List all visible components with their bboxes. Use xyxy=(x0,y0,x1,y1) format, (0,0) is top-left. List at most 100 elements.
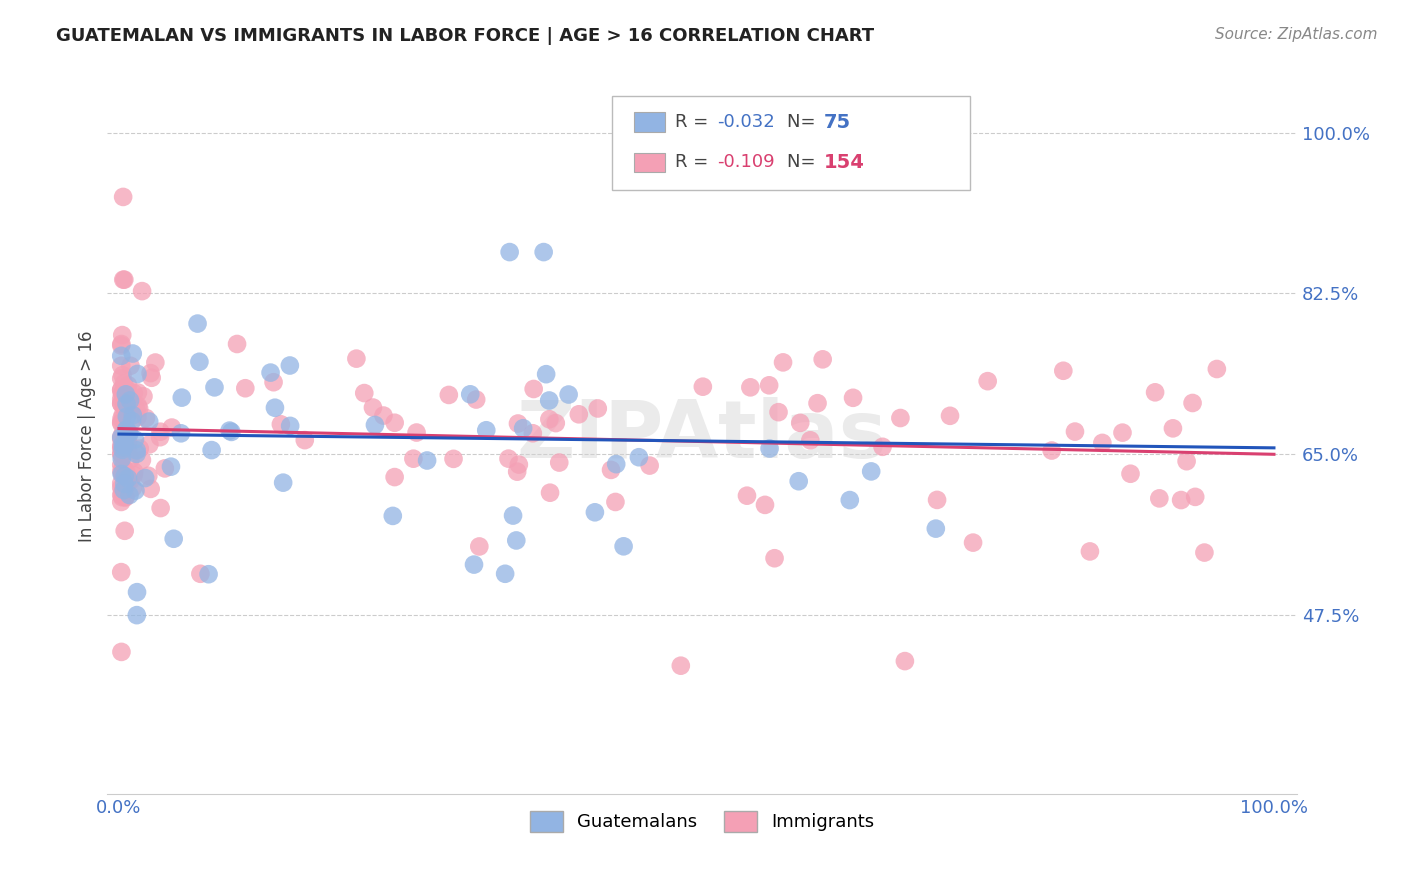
Point xyxy=(112,425,135,440)
Point xyxy=(170,391,193,405)
Point xyxy=(125,585,148,599)
Point xyxy=(226,337,249,351)
Point xyxy=(1052,364,1074,378)
Point xyxy=(1170,493,1192,508)
Point xyxy=(1205,362,1227,376)
Point xyxy=(586,401,609,416)
Point xyxy=(806,396,828,410)
Point xyxy=(838,493,860,508)
Point xyxy=(114,437,136,451)
Point xyxy=(141,371,163,385)
Point xyxy=(115,423,138,437)
Point xyxy=(110,432,132,446)
Point xyxy=(669,658,692,673)
Point xyxy=(568,407,591,421)
Point xyxy=(112,401,135,415)
Point xyxy=(538,485,561,500)
Point xyxy=(111,408,134,422)
Point xyxy=(124,483,146,498)
Point xyxy=(110,495,132,509)
Point xyxy=(111,442,134,457)
Point xyxy=(361,401,384,415)
Point xyxy=(122,465,145,479)
Text: ZIPAtlas: ZIPAtlas xyxy=(517,397,887,475)
Point xyxy=(118,393,141,408)
Point xyxy=(1040,443,1063,458)
Point xyxy=(115,397,138,411)
Point xyxy=(692,380,714,394)
Point xyxy=(118,426,141,441)
Point xyxy=(160,420,183,434)
Point xyxy=(190,566,212,581)
Point xyxy=(112,376,135,391)
Text: GUATEMALAN VS IMMIGRANTS IN LABOR FORCE | AGE > 16 CORRELATION CHART: GUATEMALAN VS IMMIGRANTS IN LABOR FORCE … xyxy=(56,27,875,45)
Point xyxy=(120,474,142,488)
Point xyxy=(120,452,142,467)
Point xyxy=(115,423,138,437)
Point xyxy=(842,391,865,405)
Point xyxy=(128,401,150,416)
Point xyxy=(505,533,527,548)
Point xyxy=(127,367,149,381)
Point xyxy=(114,402,136,417)
Point xyxy=(122,408,145,422)
Text: -0.109: -0.109 xyxy=(717,153,775,171)
Point xyxy=(110,411,132,425)
Text: N=: N= xyxy=(787,153,821,171)
Point xyxy=(1184,490,1206,504)
Point xyxy=(638,458,661,473)
Point xyxy=(463,558,485,572)
Point xyxy=(110,397,132,411)
Point xyxy=(139,366,162,380)
Point xyxy=(110,467,132,481)
Point xyxy=(160,459,183,474)
Point xyxy=(111,451,134,466)
Point xyxy=(114,490,136,504)
Point xyxy=(117,425,139,440)
Point xyxy=(758,442,780,456)
Point xyxy=(117,378,139,392)
Point xyxy=(523,382,546,396)
Point xyxy=(110,447,132,461)
Point xyxy=(110,383,132,397)
Point xyxy=(384,470,406,484)
Point xyxy=(465,392,488,407)
Point xyxy=(110,371,132,385)
Point xyxy=(110,565,132,579)
Point xyxy=(127,410,149,425)
Point xyxy=(110,481,132,495)
Point xyxy=(121,346,143,360)
Text: Source: ZipAtlas.com: Source: ZipAtlas.com xyxy=(1215,27,1378,42)
Point xyxy=(1111,425,1133,440)
Point xyxy=(925,492,948,507)
Point xyxy=(125,443,148,458)
Text: R =: R = xyxy=(675,153,714,171)
Point xyxy=(149,425,172,439)
Point xyxy=(538,393,561,408)
Point xyxy=(204,380,226,394)
Point xyxy=(402,451,425,466)
Point xyxy=(1161,421,1184,435)
Point xyxy=(772,355,794,369)
Point xyxy=(264,401,287,415)
Point xyxy=(384,416,406,430)
Point xyxy=(187,317,209,331)
Point xyxy=(740,380,762,394)
Point xyxy=(1175,454,1198,468)
Point xyxy=(138,415,160,429)
Point xyxy=(127,385,149,400)
Point xyxy=(115,464,138,478)
Point xyxy=(613,539,636,553)
Point xyxy=(120,359,142,373)
Point xyxy=(110,383,132,397)
Point xyxy=(872,440,894,454)
Point xyxy=(278,359,301,373)
Point xyxy=(364,417,387,432)
Point xyxy=(117,434,139,449)
Point xyxy=(153,461,176,475)
Point xyxy=(201,443,224,458)
Point xyxy=(111,442,134,456)
Point xyxy=(221,425,243,439)
Point xyxy=(270,417,292,432)
Point xyxy=(111,490,134,504)
